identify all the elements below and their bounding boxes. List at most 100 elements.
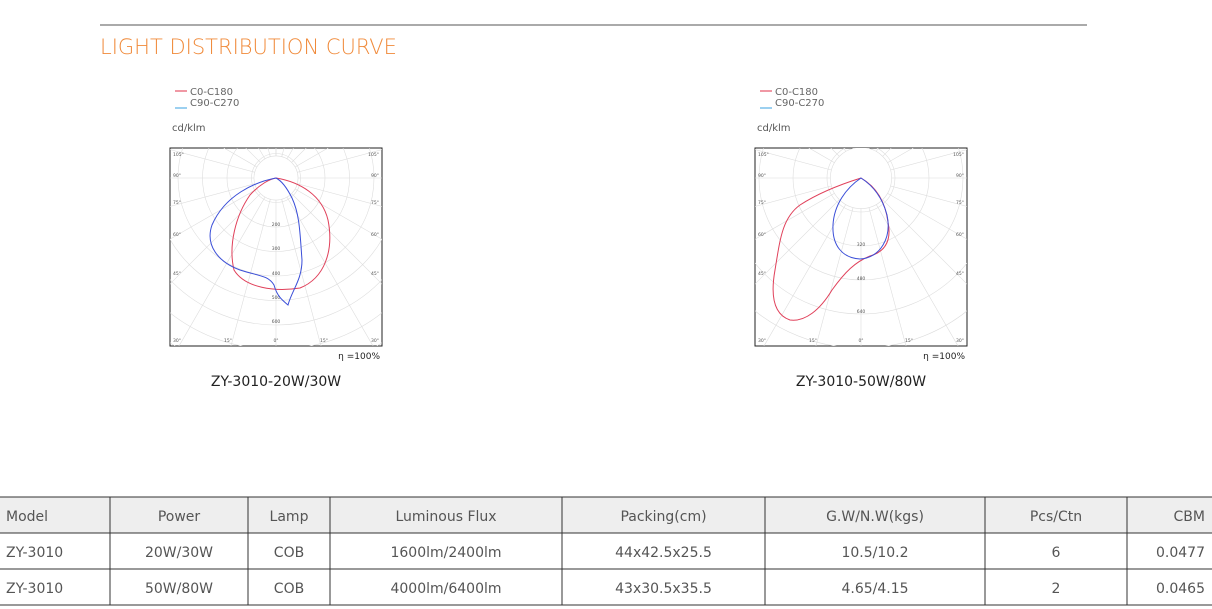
grid-ray — [275, 177, 382, 207]
table-cell: 2 — [1052, 581, 1061, 597]
grid-ray — [170, 177, 277, 285]
grid-ray — [275, 177, 382, 240]
grid-ray — [860, 177, 967, 240]
grid-ray — [275, 177, 322, 346]
angle-label: 90° — [956, 173, 964, 179]
grid-ray — [275, 177, 382, 285]
angle-label: 105° — [368, 152, 379, 158]
angle-label: 15° — [905, 338, 913, 344]
table-header-cell: Packing(cm) — [620, 509, 706, 525]
radial-label: 500 — [272, 295, 281, 301]
grid-ray — [808, 148, 862, 179]
grid-ray — [275, 148, 329, 179]
angle-label: 90° — [173, 173, 181, 179]
table-cell: 0.0465 — [1156, 581, 1205, 597]
angle-label: 105° — [758, 152, 769, 158]
angle-label: 45° — [956, 271, 964, 277]
section-title: LIGHT DISTRIBUTION CURVE — [100, 35, 397, 59]
grid-ray — [170, 177, 277, 240]
angle-label: 30° — [956, 338, 964, 344]
angle-label: 30° — [371, 338, 379, 344]
table-header-cell: Model — [6, 509, 48, 525]
radial-label: 200 — [272, 222, 281, 228]
grid-ray — [815, 177, 862, 346]
table-cell: 20W/30W — [145, 545, 213, 561]
legend-label: C0-C180 — [775, 87, 818, 98]
table-header-bg — [0, 497, 1212, 533]
angle-label: 30° — [758, 338, 766, 344]
grid-ray — [860, 177, 967, 207]
table-cell: 43x30.5x35.5 — [615, 581, 712, 597]
table-header-cell: Pcs/Ctn — [1030, 509, 1082, 525]
caption: ZY-3010-20W/30W — [211, 374, 341, 390]
angle-label: 60° — [371, 232, 379, 238]
angle-label: 75° — [173, 200, 181, 206]
angle-label: 15° — [809, 338, 817, 344]
grid-ray — [860, 177, 967, 285]
grid-ray — [860, 149, 967, 179]
table-cell: 4.65/4.15 — [841, 581, 908, 597]
table-cell: 1600lm/2400lm — [390, 545, 501, 561]
angle-label: 45° — [173, 271, 181, 277]
grid-ray — [860, 177, 907, 346]
grid-ray — [763, 177, 862, 346]
angle-label: 30° — [173, 338, 181, 344]
legend-label: C90-C270 — [190, 98, 239, 109]
efficiency: η =100% — [923, 352, 965, 362]
radial-label: 600 — [272, 319, 281, 325]
grid-ray — [755, 177, 862, 285]
angle-label: 75° — [758, 200, 766, 206]
polar-grid — [755, 148, 967, 346]
radial-label: 320 — [857, 242, 866, 248]
angle-label: 75° — [371, 200, 379, 206]
grid-ray — [275, 177, 374, 346]
grid-ray — [170, 177, 277, 207]
table-header-cell: CBM — [1174, 509, 1205, 525]
table-cell: 4000lm/6400lm — [390, 581, 501, 597]
angle-label: 60° — [956, 232, 964, 238]
angle-label: 105° — [173, 152, 184, 158]
angle-label: 0° — [273, 338, 278, 344]
table-cell: 6 — [1052, 545, 1061, 561]
angle-label: 105° — [953, 152, 964, 158]
grid-ray — [860, 148, 914, 179]
grid-ray — [230, 177, 277, 346]
table-cell: 0.0477 — [1156, 545, 1205, 561]
radial-label: 400 — [272, 271, 281, 277]
grid-ray — [860, 177, 959, 346]
table-cell: ZY-3010 — [6, 545, 63, 561]
angle-label: 0° — [858, 338, 863, 344]
curve-c0-c180 — [772, 177, 890, 321]
radial-label: 480 — [857, 276, 866, 282]
table-cell: ZY-3010 — [6, 581, 63, 597]
angle-label: 45° — [371, 271, 379, 277]
table-cell: COB — [274, 581, 304, 597]
curve-c0-c180 — [231, 177, 331, 290]
table-cell: 10.5/10.2 — [841, 545, 908, 561]
efficiency: η =100% — [338, 352, 380, 362]
legend-label: C90-C270 — [775, 98, 824, 109]
grid-ray — [755, 177, 862, 240]
table-cell: 44x42.5x25.5 — [615, 545, 712, 561]
grid-ray — [755, 177, 862, 207]
grid-ray — [178, 177, 277, 346]
legend-label: C0-C180 — [190, 87, 233, 98]
caption: ZY-3010-50W/80W — [796, 374, 926, 390]
angle-label: 60° — [173, 232, 181, 238]
table-header-cell: Lamp — [270, 509, 309, 525]
angle-label: 45° — [758, 271, 766, 277]
table-header-cell: Power — [158, 509, 201, 525]
grid-ray — [755, 149, 862, 179]
angle-label: 90° — [371, 173, 379, 179]
table-cell: 50W/80W — [145, 581, 213, 597]
unit-label: cd/klm — [172, 123, 206, 134]
curve-c90-c270 — [832, 177, 889, 260]
angle-label: 60° — [758, 232, 766, 238]
grid-ray — [275, 149, 382, 179]
angle-label: 75° — [956, 200, 964, 206]
angle-label: 90° — [758, 173, 766, 179]
angle-label: 15° — [320, 338, 328, 344]
unit-label: cd/klm — [757, 123, 791, 134]
